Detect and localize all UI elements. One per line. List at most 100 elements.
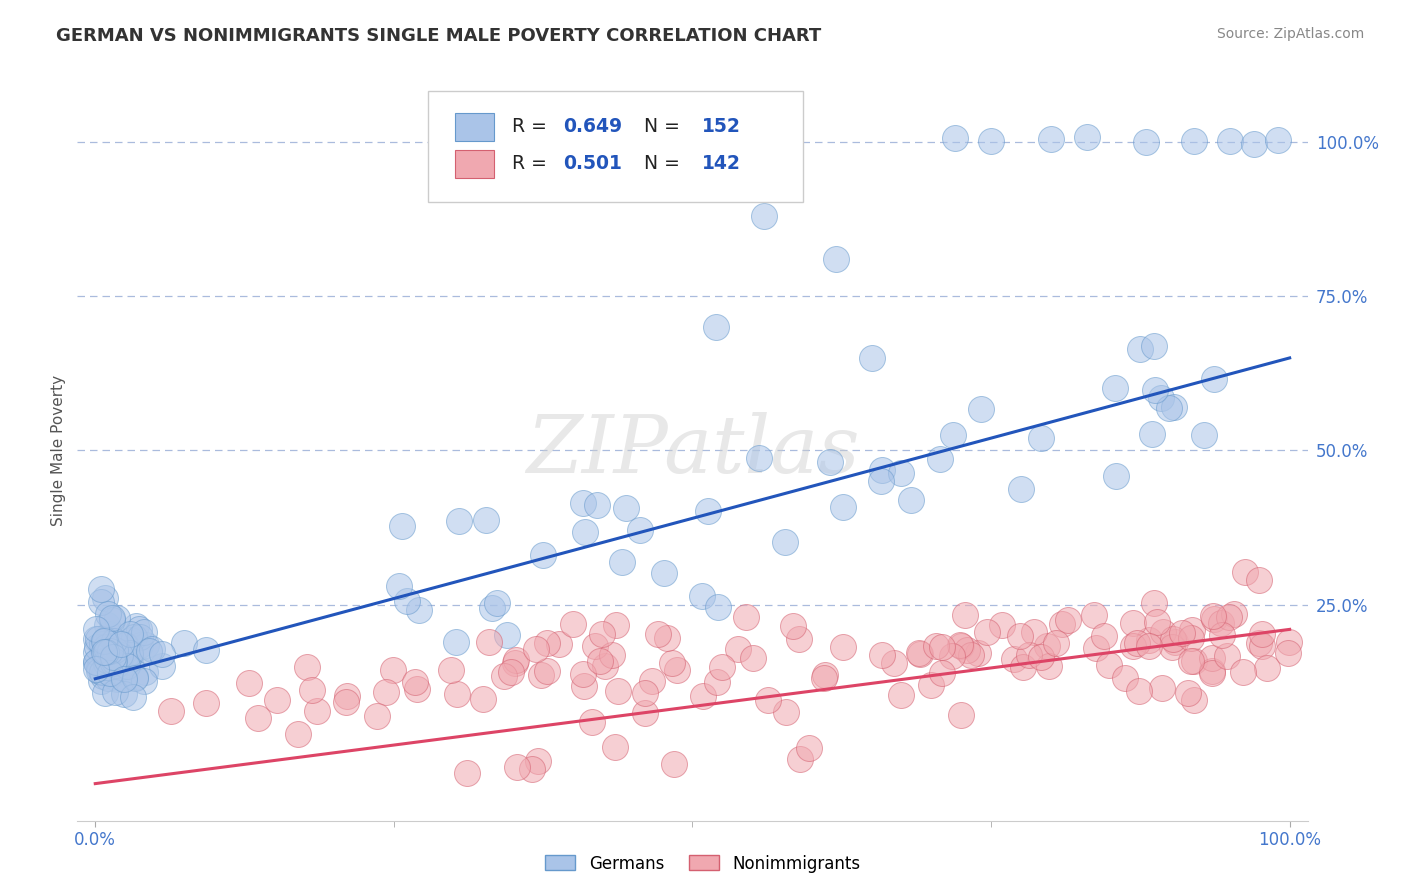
Point [194, 642, 217, 657]
Point [1211, 628, 1233, 642]
Point [797, 741, 820, 756]
Point [1104, 381, 1126, 395]
Point [1182, 654, 1205, 668]
Point [585, 498, 607, 512]
Point [583, 640, 606, 654]
Point [950, 640, 973, 654]
Point [1267, 133, 1289, 147]
Point [1143, 596, 1166, 610]
Point [547, 637, 569, 651]
Point [949, 707, 972, 722]
Point [94, 642, 117, 657]
Point [756, 692, 779, 706]
Point [93, 633, 115, 648]
Point [501, 665, 523, 679]
Point [692, 690, 714, 704]
Text: 0.649: 0.649 [564, 118, 623, 136]
Point [481, 601, 503, 615]
Point [105, 672, 128, 686]
Point [1122, 616, 1144, 631]
Point [1250, 640, 1272, 654]
Point [1114, 671, 1136, 685]
Point [574, 524, 596, 539]
Point [456, 765, 478, 780]
Point [301, 683, 323, 698]
Point [1039, 132, 1062, 146]
Point [1171, 625, 1194, 640]
Point [335, 695, 357, 709]
Point [908, 646, 931, 660]
Point [574, 679, 596, 693]
Point [966, 646, 988, 660]
Point [408, 603, 430, 617]
Point [1031, 431, 1053, 445]
Point [820, 455, 842, 469]
Point [118, 655, 141, 669]
Point [124, 671, 146, 685]
Point [1247, 636, 1270, 650]
Point [752, 209, 775, 223]
Point [395, 593, 418, 607]
Point [600, 648, 623, 663]
Point [562, 616, 585, 631]
Point [941, 648, 963, 663]
Point [90, 595, 112, 609]
Point [589, 654, 612, 668]
Point [388, 579, 411, 593]
Point [496, 627, 519, 641]
Point [84, 645, 107, 659]
Point [641, 673, 664, 688]
FancyBboxPatch shape [456, 150, 495, 178]
Point [634, 685, 657, 699]
Point [266, 693, 288, 707]
Point [1211, 616, 1233, 631]
Point [707, 600, 730, 615]
Point [1218, 610, 1240, 624]
Point [87, 661, 110, 675]
Point [890, 466, 912, 480]
Point [287, 727, 309, 741]
Point [697, 503, 720, 517]
Point [114, 638, 136, 652]
Point [572, 667, 595, 681]
Point [727, 642, 749, 657]
Point [84, 656, 107, 670]
Point [591, 626, 613, 640]
Point [1222, 607, 1244, 621]
Point [112, 671, 135, 685]
Point [98, 665, 121, 680]
Point [336, 689, 359, 703]
Point [1098, 657, 1121, 672]
Point [1122, 639, 1144, 653]
FancyBboxPatch shape [456, 113, 495, 141]
Point [883, 657, 905, 671]
Point [976, 625, 998, 640]
Point [1018, 648, 1040, 662]
Point [84, 655, 107, 669]
Point [98, 647, 121, 661]
Point [98, 644, 121, 658]
Text: GERMAN VS NONIMMIGRANTS SINGLE MALE POVERTY CORRELATION CHART: GERMAN VS NONIMMIGRANTS SINGLE MALE POVE… [56, 27, 821, 45]
Y-axis label: Single Male Poverty: Single Male Poverty [51, 375, 66, 526]
Point [471, 692, 494, 706]
Point [1150, 681, 1173, 695]
Point [956, 643, 979, 657]
Point [536, 636, 558, 650]
Point [1201, 608, 1223, 623]
Point [134, 665, 156, 680]
Point [1045, 636, 1067, 650]
Point [661, 656, 683, 670]
Point [486, 596, 509, 610]
Point [706, 674, 728, 689]
Point [782, 619, 804, 633]
Point [1277, 646, 1299, 660]
Point [121, 690, 143, 705]
Point [94, 591, 117, 605]
Point [505, 653, 527, 667]
Point [247, 711, 270, 725]
Point [1010, 483, 1032, 497]
Point [530, 668, 553, 682]
Point [382, 663, 405, 677]
Point [375, 685, 398, 699]
Point [128, 622, 150, 636]
